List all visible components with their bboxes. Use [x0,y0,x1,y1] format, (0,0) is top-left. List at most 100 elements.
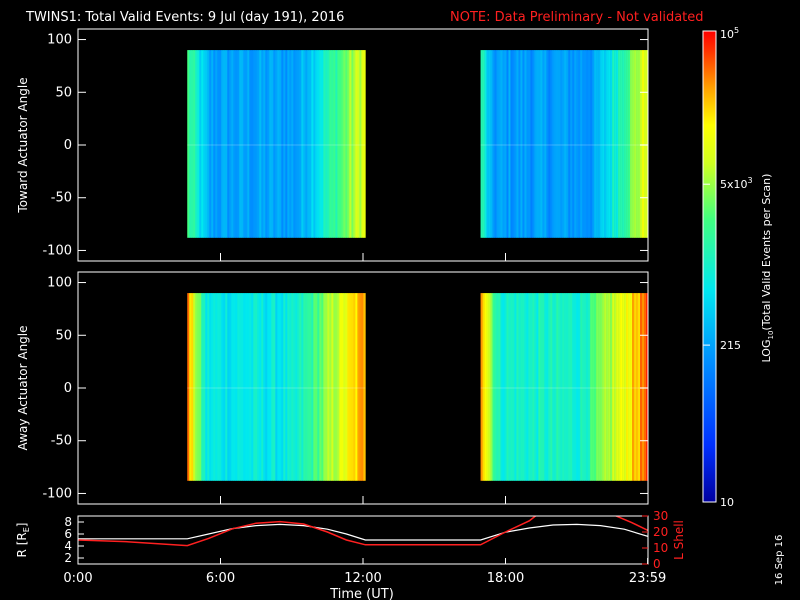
heatmap-column [516,50,519,238]
heatmap-column [568,293,571,481]
heatmap-column [279,293,282,481]
heatmap-column [506,293,509,481]
heatmap-column [285,50,288,238]
heatmap-column [516,293,519,481]
heatmap-column [596,293,599,481]
heatmap-column [566,293,569,481]
heatmap-column [612,293,615,481]
heatmap-column [610,50,613,238]
heatmap-column [301,293,304,481]
y-tick-label: 50 [55,85,72,100]
heatmap-column [325,50,328,238]
heatmap-column [189,293,192,481]
heatmap-column [586,293,589,481]
heatmap-column [618,293,621,481]
heatmap-column [221,293,224,481]
series-r-line [78,523,648,541]
heatmap-column [616,293,619,481]
colorbar-tick-label: 215 [720,339,741,352]
ylabel-r: R [RE] [15,523,31,558]
heatmap-column [602,50,605,238]
heatmap-column [586,50,589,238]
heatmap-column [570,293,573,481]
heatmap-column [594,50,597,238]
heatmap-column [321,50,324,238]
heatmap-column [524,50,527,238]
heatmap-column [229,293,232,481]
heatmap-column [347,50,350,238]
heatmap-column [486,50,489,238]
heatmap-column [582,293,585,481]
heatmap-column [576,293,579,481]
heatmap-column [317,50,320,238]
heatmap-column [289,50,292,238]
heatmap-column [305,293,308,481]
heatmap-column [636,50,639,238]
heatmap-column [209,293,212,481]
heatmap-column [574,293,577,481]
heatmap-column [494,50,497,238]
colorbar-label: LOG10(Total Valid Events per Scan) [760,174,775,363]
heatmap-column [199,293,202,481]
heatmap-column [528,293,531,481]
heatmap-column [269,50,272,238]
heatmap-column [512,50,515,238]
heatmap-column [598,50,601,238]
heatmap-column [289,293,292,481]
heatmap-column [283,50,286,238]
heatmap-column [556,293,559,481]
heatmap-column [482,50,485,238]
y-tick-label: 100 [47,33,72,48]
heatmap-column [602,293,605,481]
heatmap-column [265,50,268,238]
heatmap-column [249,293,252,481]
heatmap-column [500,50,503,238]
heatmap-column [630,50,633,238]
heatmap-column [191,50,194,238]
heatmap-column [600,293,603,481]
heatmap-column [293,50,296,238]
heatmap-column [608,293,611,481]
heatmap-column [213,50,216,238]
heatmap-column [558,50,561,238]
heatmap-column [277,293,280,481]
heatmap-column [353,293,356,481]
colorbar-tick-label: 5x103 [720,176,753,191]
heatmap-column [642,293,645,481]
heatmap-column [327,50,330,238]
heatmap-column [548,50,551,238]
heatmap-column [604,293,607,481]
heatmap-column [223,50,226,238]
heatmap-column [197,293,200,481]
heatmap-column [570,50,573,238]
heatmap-column [311,50,314,238]
lshell-tick-label: 0 [653,557,661,571]
heatmap-column [207,293,210,481]
heatmap-column [600,50,603,238]
heatmap-column [323,293,326,481]
heatmap-column [588,50,591,238]
heatmap-column [536,293,539,481]
heatmap-column [327,293,330,481]
heatmap-column [504,293,507,481]
heatmap-column [548,293,551,481]
heatmap-column [263,293,266,481]
heatmap-column [526,293,529,481]
heatmap-column [341,293,344,481]
ylabel-toward: Toward Actuator Angle [16,77,30,213]
heatmap-column [554,293,557,481]
heatmap-column [225,50,228,238]
heatmap-column [644,50,647,238]
heatmap-column [221,50,224,238]
heatmap-column [544,293,547,481]
heatmap-column [636,293,639,481]
heatmap-column [530,50,533,238]
heatmap-column [239,293,242,481]
heatmap-column [337,293,340,481]
heatmap-column [550,293,553,481]
heatmap-column [522,293,525,481]
heatmap-column [235,50,238,238]
heatmap-column [253,293,256,481]
heatmap-column [281,293,284,481]
